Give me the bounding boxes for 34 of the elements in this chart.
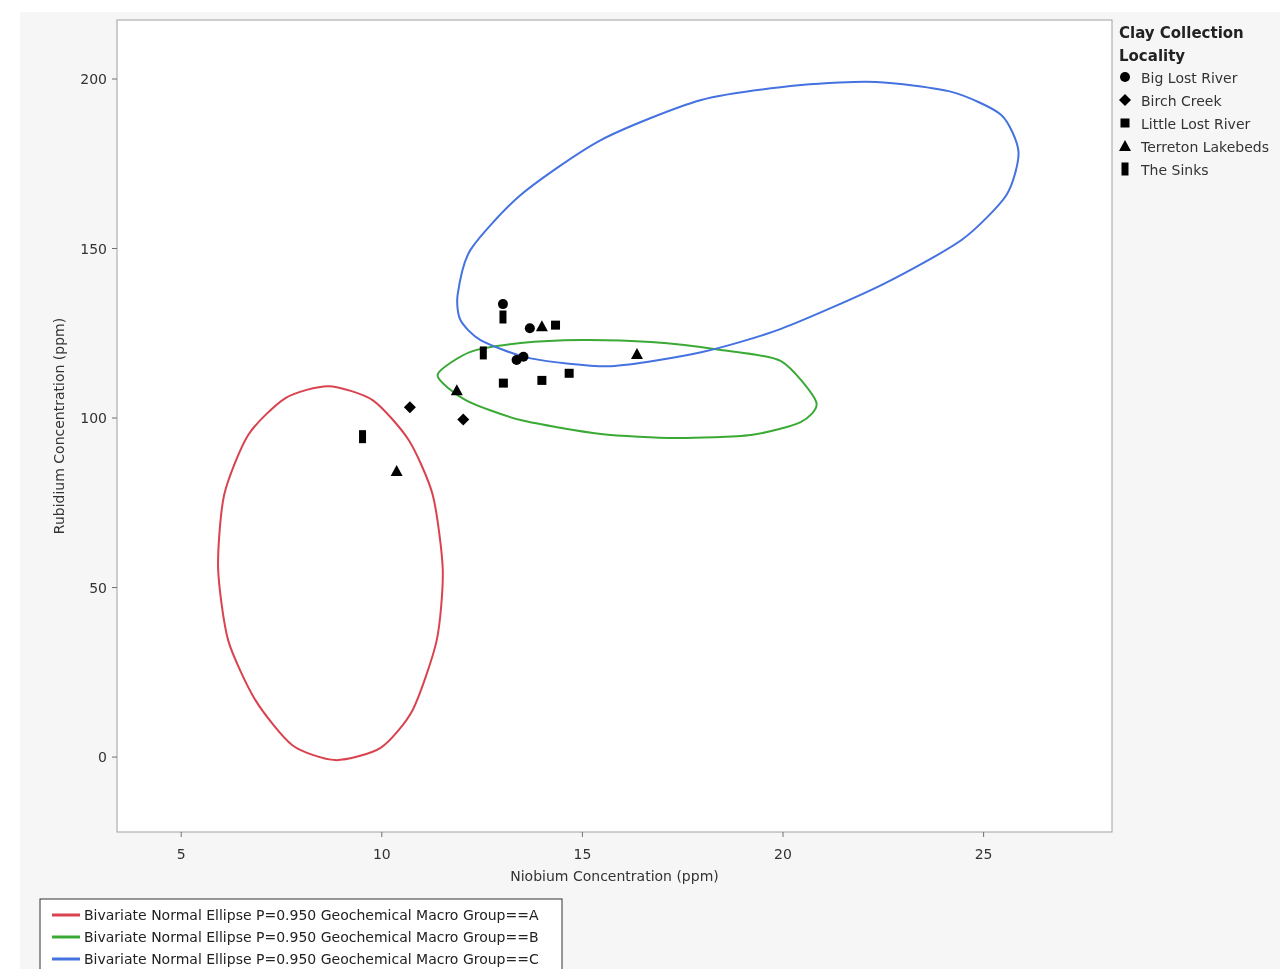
x-axis-title: Niobium Concentration (ppm) <box>510 868 719 884</box>
text: Bivariate Normal Ellipse P=0.950 Geochemical Macro Group==A <box>84 907 539 923</box>
x-tick-label: 10 <box>372 846 391 862</box>
point <box>564 368 574 378</box>
point <box>450 384 463 396</box>
point <box>457 413 470 426</box>
point <box>403 401 416 414</box>
y-tick-label: 200 <box>80 70 107 87</box>
legend-label: Birch Creek <box>1141 93 1223 109</box>
point <box>551 320 561 330</box>
point <box>498 378 508 388</box>
legend-label: Terreton Lakebeds <box>1140 139 1270 155</box>
point <box>497 299 508 310</box>
y-tick-label: 150 <box>80 240 107 257</box>
point <box>630 347 643 359</box>
point <box>390 464 403 476</box>
legend-label: The Sinks <box>1140 162 1209 178</box>
x-tick-label: 20 <box>774 846 792 862</box>
x-tick-label: 25 <box>974 846 993 862</box>
legend-label: Little Lost River <box>1141 116 1251 132</box>
y-tick-label: 0 <box>98 749 107 766</box>
y-axis-title: Rubidium Concentration (ppm) <box>51 317 67 535</box>
point <box>524 323 535 334</box>
point <box>518 351 529 362</box>
text: Bivariate Normal Ellipse P=0.950 Geochemical Macro Group==C <box>84 951 539 967</box>
x-tick-label: 5 <box>176 846 186 862</box>
y-tick-label: 100 <box>80 410 107 427</box>
legend-label: Big Lost River <box>1141 70 1238 86</box>
point <box>535 320 548 332</box>
point <box>537 375 547 385</box>
text: Bivariate Normal Ellipse P=0.950 Geochemical Macro Group==B <box>84 929 539 945</box>
y-tick-label: 50 <box>89 579 107 596</box>
legend-title: Clay Collection Locality <box>1119 24 1244 65</box>
x-tick-label: 15 <box>573 846 592 862</box>
